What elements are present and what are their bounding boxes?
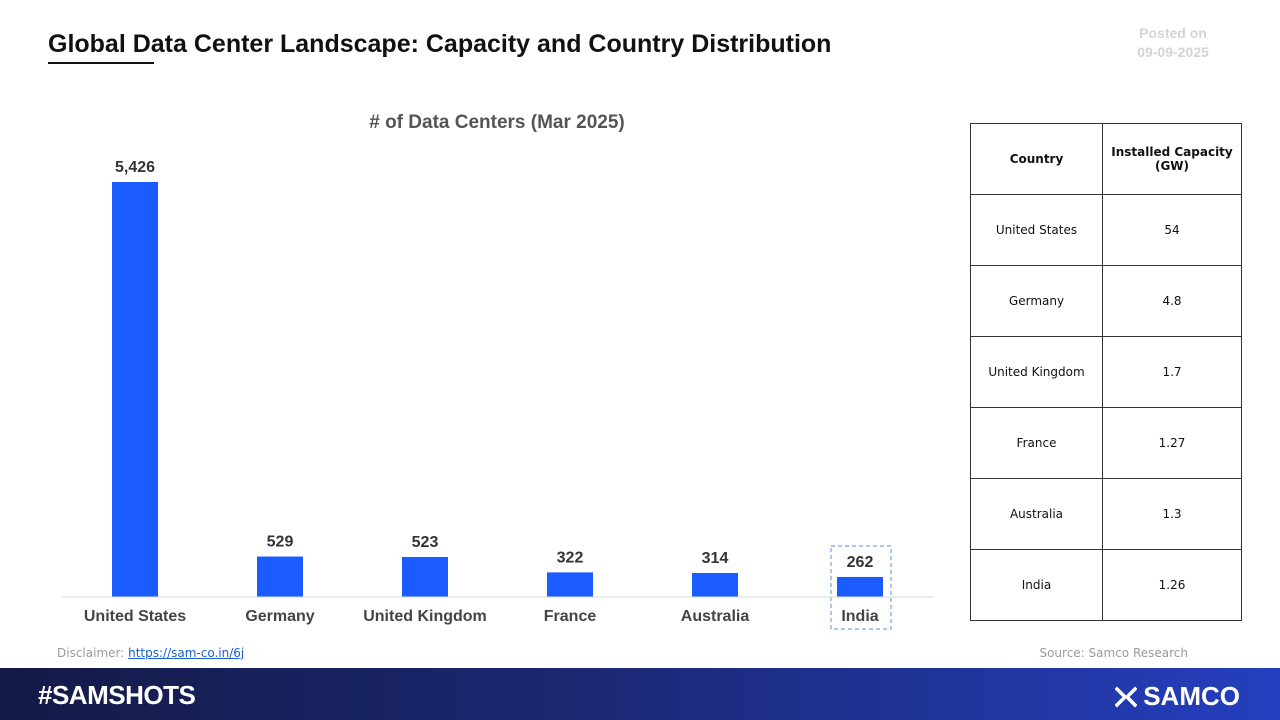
category-label: France bbox=[544, 608, 597, 625]
brand-logo: SAMCO bbox=[1115, 681, 1240, 712]
bar-india bbox=[837, 576, 883, 597]
category-label: United States bbox=[84, 608, 186, 625]
category-label: United Kingdom bbox=[363, 608, 487, 625]
highlight-box-india bbox=[830, 545, 892, 630]
disclaimer-link[interactable]: https://sam-co.in/6j bbox=[128, 646, 245, 660]
bar-united-kingdom bbox=[402, 556, 448, 597]
bar-germany bbox=[257, 556, 303, 597]
bar-value-label: 529 bbox=[267, 534, 294, 551]
footer-banner: #SAMSHOTS SAMCO bbox=[0, 668, 1280, 720]
table-row: United Kingdom 1.7 bbox=[970, 336, 1242, 408]
table-cell-capacity: 54 bbox=[1102, 194, 1242, 266]
posted-label: Posted on bbox=[1139, 25, 1207, 41]
table-header-country: Country bbox=[970, 123, 1103, 195]
table-header-row: Country Installed Capacity (GW) bbox=[970, 123, 1242, 195]
capacity-table: Country Installed Capacity (GW) United S… bbox=[970, 123, 1242, 621]
bar-chart: # of Data Centers (Mar 2025) 5,426 United… bbox=[62, 112, 934, 630]
bar-value-label: 314 bbox=[702, 550, 729, 567]
table-cell-country: United Kingdom bbox=[970, 336, 1103, 408]
category-label: India bbox=[841, 608, 878, 625]
category-label: Germany bbox=[245, 608, 314, 625]
table-row: Germany 4.8 bbox=[970, 265, 1242, 337]
table-row: Australia 1.3 bbox=[970, 478, 1242, 550]
table-cell-country: Germany bbox=[970, 265, 1103, 337]
bar-value-label: 5,426 bbox=[115, 159, 155, 176]
posted-date: 09-09-2025 bbox=[1137, 44, 1209, 60]
page-title: Global Data Center Landscape: Capacity a… bbox=[48, 30, 832, 58]
bar-value-label: 322 bbox=[557, 549, 584, 566]
category-label: Australia bbox=[681, 608, 750, 625]
table-header-capacity: Installed Capacity (GW) bbox=[1102, 123, 1242, 195]
samco-logo-icon bbox=[1115, 686, 1138, 707]
table-cell-capacity: 1.26 bbox=[1102, 549, 1242, 621]
title-underline bbox=[48, 62, 154, 64]
bar-value-label: 523 bbox=[412, 534, 439, 551]
posted-info: Posted on 09-09-2025 bbox=[1120, 24, 1226, 62]
table-row: United States 54 bbox=[970, 194, 1242, 266]
table-cell-country: France bbox=[970, 407, 1103, 479]
table-cell-capacity: 1.3 bbox=[1102, 478, 1242, 550]
table-cell-country: United States bbox=[970, 194, 1103, 266]
table-cell-country: India bbox=[970, 549, 1103, 621]
disclaimer: Disclaimer: https://sam-co.in/6j bbox=[57, 646, 244, 660]
disclaimer-label: Disclaimer: bbox=[57, 646, 125, 660]
bar-value-label: 262 bbox=[847, 554, 874, 571]
bar-france bbox=[547, 572, 593, 597]
bar-australia bbox=[692, 572, 738, 597]
table-cell-capacity: 4.8 bbox=[1102, 265, 1242, 337]
source-note: Source: Samco Research bbox=[1039, 646, 1188, 660]
chart-title: # of Data Centers (Mar 2025) bbox=[369, 112, 625, 133]
table-cell-capacity: 1.27 bbox=[1102, 407, 1242, 479]
table-cell-country: Australia bbox=[970, 478, 1103, 550]
bar-united-states bbox=[112, 182, 158, 597]
brand-name: SAMCO bbox=[1143, 681, 1240, 711]
table-row: France 1.27 bbox=[970, 407, 1242, 479]
table-cell-capacity: 1.7 bbox=[1102, 336, 1242, 408]
table-row: India 1.26 bbox=[970, 549, 1242, 621]
hashtag-label: #SAMSHOTS bbox=[38, 680, 196, 710]
